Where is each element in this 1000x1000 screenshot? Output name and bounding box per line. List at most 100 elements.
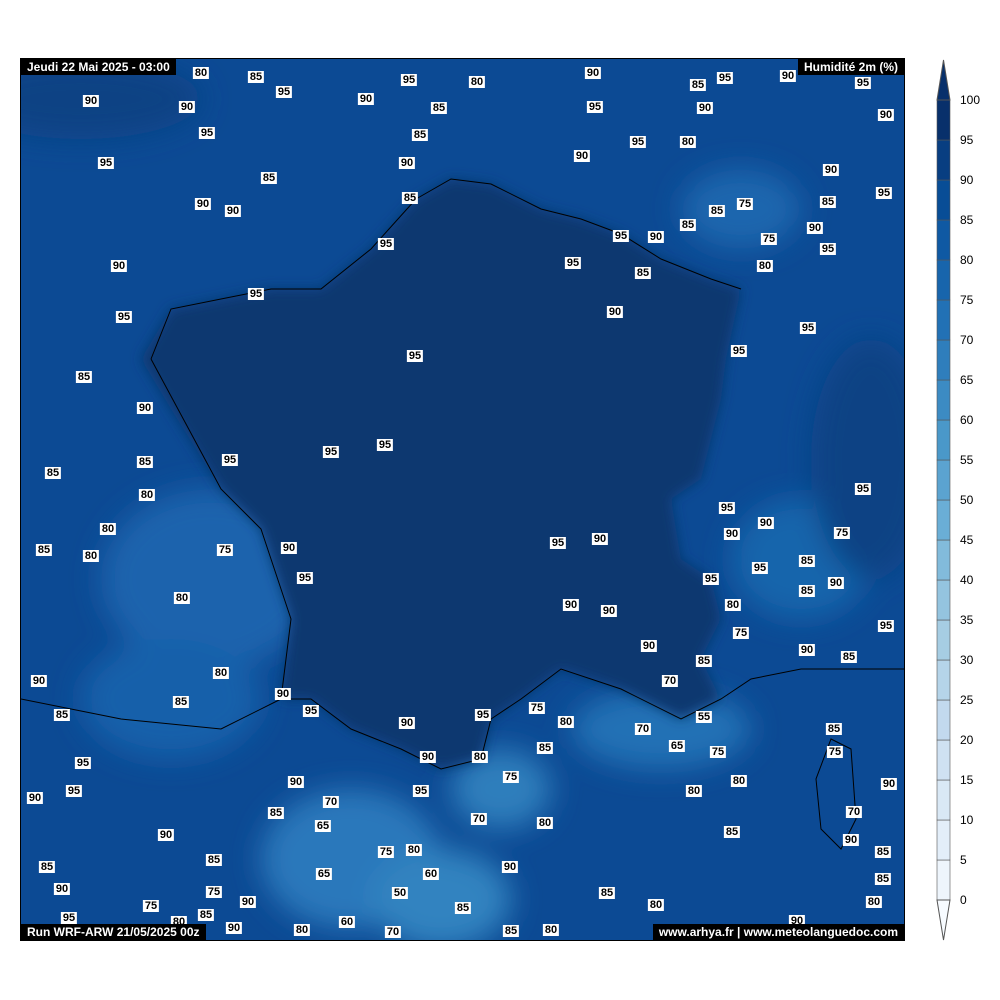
contour-label: 95 xyxy=(412,785,430,797)
contour-label: 80 xyxy=(192,67,210,79)
colorbar-tick-label: 100 xyxy=(960,93,981,107)
contour-label: 95 xyxy=(302,705,320,717)
contour-label: 80 xyxy=(679,136,697,148)
contour-label: 80 xyxy=(756,260,774,272)
contour-label: 90 xyxy=(573,150,591,162)
contour-label: 90 xyxy=(822,164,840,176)
contour-label: 90 xyxy=(178,101,196,113)
contour-label: 90 xyxy=(798,644,816,656)
contour-label: 95 xyxy=(549,537,567,549)
contour-label: 50 xyxy=(391,887,409,899)
colorbar-bin xyxy=(936,299,951,341)
contour-label: 95 xyxy=(406,350,424,362)
contour-label: 75 xyxy=(142,900,160,912)
contour-label: 75 xyxy=(216,544,234,556)
contour-label: 90 xyxy=(877,109,895,121)
contour-label: 70 xyxy=(470,813,488,825)
colorbar-bin xyxy=(936,539,951,581)
contour-label: 85 xyxy=(536,742,554,754)
colorbar-bin xyxy=(936,579,951,621)
contour-label: 95 xyxy=(247,288,265,300)
contour-label: 90 xyxy=(225,922,243,934)
colorbar-tick-label: 45 xyxy=(960,533,974,547)
contour-label: 80 xyxy=(647,899,665,911)
contour-label: 75 xyxy=(709,746,727,758)
contour-label: 95 xyxy=(400,74,418,86)
contour-label: 75 xyxy=(736,198,754,210)
variable-banner: Humidité 2m (%) xyxy=(797,59,904,75)
colorbar-bin xyxy=(936,619,951,661)
contour-label: 55 xyxy=(695,711,713,723)
contour-label: 80 xyxy=(293,924,311,936)
colorbar-min-arrow xyxy=(936,899,951,941)
contour-label: 80 xyxy=(82,550,100,562)
contour-label: 85 xyxy=(695,655,713,667)
contour-label: 75 xyxy=(833,527,851,539)
colorbar-tick-label: 95 xyxy=(960,133,974,147)
colorbar-bin xyxy=(936,459,951,501)
contour-label: 95 xyxy=(854,483,872,495)
contour-label: 85 xyxy=(689,79,707,91)
contour-label: 75 xyxy=(502,771,520,783)
contour-label: 90 xyxy=(30,675,48,687)
colorbar-bin xyxy=(936,659,951,701)
contour-label: 85 xyxy=(634,267,652,279)
contour-label: 80 xyxy=(99,523,117,535)
colorbar-bin xyxy=(936,499,951,541)
colorbar-bin xyxy=(936,419,951,461)
contour-label: 85 xyxy=(75,371,93,383)
contour-label: 95 xyxy=(97,157,115,169)
colorbar-bin xyxy=(936,779,951,821)
contour-label: 85 xyxy=(502,925,520,937)
contour-label: 95 xyxy=(198,127,216,139)
contour-label: 80 xyxy=(468,76,486,88)
contour-label: 90 xyxy=(136,402,154,414)
colorbar xyxy=(936,59,951,941)
contour-label: 90 xyxy=(357,93,375,105)
colorbar-bin xyxy=(936,699,951,741)
colorbar-tick-label: 35 xyxy=(960,613,974,627)
contour-label: 90 xyxy=(53,883,71,895)
colorbar-bin xyxy=(936,139,951,181)
colorbar-bin xyxy=(936,99,951,141)
contour-label: 85 xyxy=(798,555,816,567)
contour-label: 85 xyxy=(598,887,616,899)
contour-label: 80 xyxy=(471,751,489,763)
contour-label: 85 xyxy=(401,192,419,204)
contour-label: 75 xyxy=(528,702,546,714)
contour-label: 90 xyxy=(647,231,665,243)
contour-label: 90 xyxy=(591,533,609,545)
contour-label: 70 xyxy=(634,723,652,735)
contour-label: 85 xyxy=(679,219,697,231)
colorbar-tick-label: 80 xyxy=(960,253,974,267)
contour-label: 85 xyxy=(205,854,223,866)
contour-label: 80 xyxy=(173,592,191,604)
colorbar-tick-label: 70 xyxy=(960,333,974,347)
contour-label: 90 xyxy=(194,198,212,210)
colorbar-tick-label: 90 xyxy=(960,173,974,187)
contour-label: 95 xyxy=(854,77,872,89)
contour-label: 90 xyxy=(419,751,437,763)
colorbar-tick-label: 85 xyxy=(960,213,974,227)
contour-label: 85 xyxy=(708,205,726,217)
contour-label: 95 xyxy=(296,572,314,584)
contour-label: 70 xyxy=(384,926,402,938)
contour-label: 90 xyxy=(757,517,775,529)
colorbar-tick-label: 30 xyxy=(960,653,974,667)
contour-label: 95 xyxy=(564,257,582,269)
contour-label: 75 xyxy=(205,886,223,898)
colorbar-tick-label: 40 xyxy=(960,573,974,587)
contour-label: 95 xyxy=(799,322,817,334)
contour-label: 95 xyxy=(751,562,769,574)
contour-label: 95 xyxy=(612,230,630,242)
colorbar-bin xyxy=(936,179,951,221)
contour-label: 95 xyxy=(65,785,83,797)
contour-label: 90 xyxy=(398,157,416,169)
contour-label: 95 xyxy=(730,345,748,357)
colorbar-tick-label: 20 xyxy=(960,733,974,747)
contour-label: 85 xyxy=(172,696,190,708)
contour-label: 85 xyxy=(53,709,71,721)
colorbar-tick-label: 65 xyxy=(960,373,974,387)
colorbar-tick-label: 10 xyxy=(960,813,974,827)
contour-label: 85 xyxy=(38,861,56,873)
